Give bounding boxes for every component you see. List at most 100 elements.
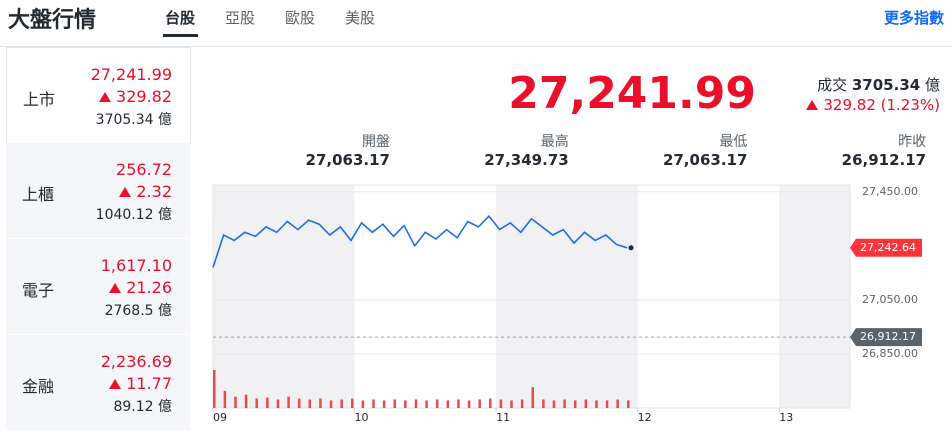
- index-name: 上櫃: [22, 185, 55, 204]
- index-price: 256.72: [116, 160, 172, 179]
- volume-bar: [510, 400, 513, 408]
- volume-bar: [489, 398, 492, 408]
- volume-bar: [244, 394, 248, 408]
- volume-bar: [478, 399, 481, 408]
- volume-bar: [446, 400, 450, 408]
- volume-bar: [616, 399, 619, 408]
- volume-bar: [605, 400, 609, 408]
- tab-underline: [163, 34, 198, 37]
- volume-bar: [297, 398, 301, 408]
- volume-bar: [563, 399, 566, 408]
- volume-bar: [382, 400, 386, 408]
- volume-bar: [351, 398, 354, 408]
- volume-bar: [499, 399, 503, 408]
- volume-value: 3705.34: [851, 76, 921, 94]
- session-band: [779, 185, 850, 408]
- reference-badge-label: 26,912.17: [860, 330, 916, 343]
- last-point: [628, 245, 634, 251]
- up-arrow: [109, 283, 122, 293]
- volume-bar: [531, 387, 534, 408]
- volume-bar: [542, 399, 545, 408]
- reference-badge-bg: [850, 328, 922, 347]
- volume-bar: [372, 399, 375, 408]
- volume-bar: [213, 370, 216, 408]
- volume-line: 成交 3705.34 億: [817, 74, 940, 95]
- index-name: 上市: [23, 90, 56, 109]
- stat-value: 27,063.17: [662, 151, 748, 169]
- page-title: 大盤行情: [8, 8, 97, 33]
- divider: [0, 46, 952, 47]
- x-tick-label: 12: [638, 411, 652, 424]
- volume-label: 成交: [817, 76, 848, 94]
- stat-label: 開盤: [362, 134, 390, 150]
- volume-bar: [223, 390, 227, 408]
- volume-bar: [552, 400, 556, 408]
- session-band: [213, 185, 355, 408]
- volume-bar: [340, 399, 343, 408]
- volume-bar: [573, 400, 577, 408]
- volume-bar: [319, 398, 322, 408]
- index-row[interactable]: 上市 27,241.99 329.82 3705.34 億: [6, 47, 191, 144]
- index-name: 電子: [22, 281, 55, 300]
- index-name: 金融: [22, 377, 55, 396]
- volume-bar: [266, 397, 269, 408]
- stat-value: 27,349.73: [484, 151, 569, 169]
- index-change-value: 11.77: [126, 374, 172, 393]
- volume-bar: [255, 398, 258, 408]
- index-change: 329.82: [99, 87, 172, 106]
- index-volume: 89.12 億: [113, 399, 172, 415]
- tab[interactable]: 歐股: [285, 9, 316, 27]
- up-arrow: [806, 100, 819, 110]
- price-badge-label: 27,242.64: [860, 241, 916, 254]
- volume-bar: [627, 400, 630, 408]
- y-tick-label: 27,050.00: [862, 293, 918, 306]
- index-volume: 2768.5 億: [104, 303, 172, 319]
- index-price: 2,236.69: [100, 352, 172, 371]
- volume-bar: [404, 400, 407, 408]
- index-row[interactable]: 上櫃 256.72 2.32 1040.12 億: [6, 143, 190, 239]
- y-tick-label: 27,450.00: [862, 185, 918, 198]
- index-change-value: 329.82: [116, 87, 172, 106]
- up-arrow: [109, 379, 122, 389]
- up-arrow: [119, 187, 132, 197]
- index-volume: 1040.12 億: [95, 207, 172, 223]
- volume-bar: [393, 399, 396, 408]
- stat-label: 昨收: [898, 134, 927, 150]
- more-link[interactable]: 更多指數: [883, 9, 944, 27]
- tab[interactable]: 台股: [165, 9, 196, 27]
- stat-label: 最低: [719, 134, 748, 150]
- index-volume: 3705.34 億: [95, 112, 172, 128]
- change-value: 329.82 (1.23%): [823, 96, 940, 114]
- index-change: 2.32: [119, 182, 172, 201]
- volume-bar: [329, 400, 333, 408]
- volume-bar: [414, 399, 418, 408]
- big-price: 27,241.99: [508, 68, 756, 119]
- change: 329.82 (1.23%): [806, 96, 940, 114]
- volume-bar: [584, 399, 588, 408]
- index-row[interactable]: 金融 2,236.69 11.77 89.12 億: [6, 335, 190, 431]
- index-change-value: 21.26: [126, 278, 172, 297]
- x-tick-label: 10: [355, 411, 369, 424]
- stat-value: 27,063.17: [305, 151, 390, 169]
- stat-value: 26,912.17: [841, 151, 927, 169]
- tab[interactable]: 美股: [345, 9, 376, 27]
- volume-bar: [361, 400, 365, 408]
- volume-bar: [595, 400, 598, 408]
- tab[interactable]: 亞股: [225, 9, 256, 27]
- session-band: [496, 185, 638, 408]
- index-change: 21.26: [109, 278, 172, 297]
- index-change: 11.77: [109, 374, 172, 393]
- y-tick-label: 26,850.00: [862, 347, 918, 360]
- index-change-value: 2.32: [136, 182, 172, 201]
- volume-bar: [425, 400, 428, 408]
- up-arrow: [99, 92, 112, 102]
- index-row[interactable]: 電子 1,617.10 21.26 2768.5 億: [6, 239, 190, 335]
- volume-unit: 億: [924, 76, 940, 94]
- volume-bar: [276, 399, 280, 408]
- volume-bar: [467, 400, 471, 408]
- volume-bar: [435, 399, 439, 408]
- volume-bar: [234, 396, 237, 408]
- volume-bar: [287, 396, 290, 408]
